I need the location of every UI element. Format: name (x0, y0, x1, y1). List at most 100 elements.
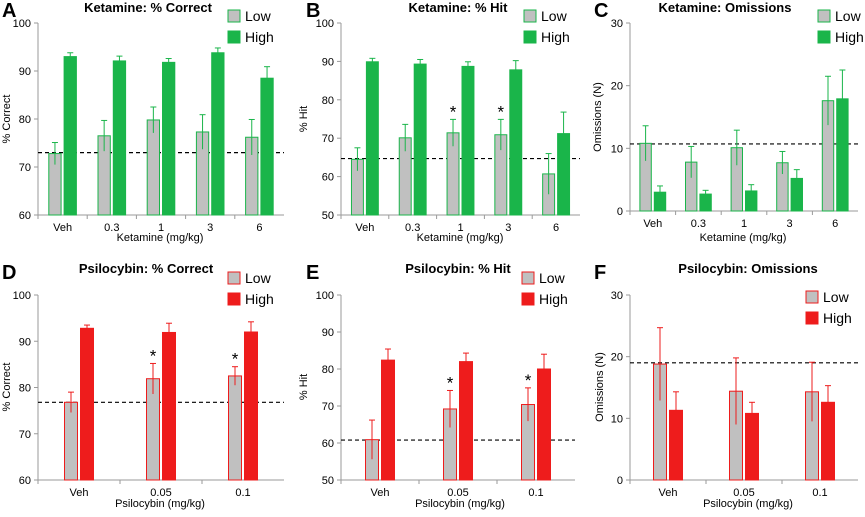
y-tick-label: 60 (322, 172, 334, 184)
legend-label-low: Low (245, 8, 272, 24)
legend-swatch-high (817, 30, 831, 44)
x-tick-label: 0.05 (733, 487, 754, 499)
panel-title: Psilocybin: % Correct (79, 261, 214, 276)
y-tick-label: 30 (611, 18, 623, 30)
x-axis-label: Ketamine (mg/kg) (417, 232, 504, 244)
bar-low (64, 401, 78, 481)
panel-f: F Psilocybin: Omissions 0 10 20 30 Omissions (… (594, 261, 858, 510)
bar-high (365, 61, 379, 216)
panel-letter: E (306, 262, 319, 284)
legend-label-low: Low (245, 270, 272, 286)
panel-letter: C (594, 0, 608, 22)
x-tick-label: 6 (553, 222, 559, 234)
significance-star: * (498, 102, 505, 121)
y-tick-label: 50 (322, 210, 334, 222)
panel-title: Psilocybin: % Hit (405, 261, 511, 276)
panel-e: E Psilocybin: % Hit 50 60 70 80 90 100 % Hit Psil… (298, 261, 575, 510)
bar-high (461, 65, 475, 216)
x-tick-label: 0.1 (528, 487, 543, 499)
y-tick-label: 100 (13, 290, 31, 302)
x-axis-label: Psilocybin (mg/kg) (703, 498, 793, 510)
bar-high (162, 61, 176, 216)
legend-swatch-high (227, 30, 241, 44)
bar-high (537, 368, 551, 481)
x-tick-label: 1 (457, 222, 463, 234)
panel-title: Ketamine: Omissions (659, 0, 792, 15)
y-tick-label: 70 (322, 401, 334, 413)
x-tick-label: 3 (505, 222, 511, 234)
y-tick-label: 70 (322, 133, 334, 145)
y-axis-label: % Hit (298, 106, 310, 132)
panel-title: Psilocybin: Omissions (678, 261, 817, 276)
y-tick-label: 0 (617, 206, 623, 218)
x-tick-label: 0.1 (812, 487, 827, 499)
bar-high (63, 56, 77, 216)
y-tick-label: 90 (322, 56, 334, 68)
bar-high (211, 52, 225, 216)
legend-label-low: Low (539, 270, 566, 286)
x-axis-label: Psilocybin (mg/kg) (415, 498, 505, 510)
x-tick-label: Veh (371, 487, 390, 499)
legend-swatch-low (523, 9, 537, 23)
x-tick-label: 6 (256, 222, 262, 234)
legend-label-high: High (245, 29, 274, 45)
x-tick-label: Veh (53, 222, 72, 234)
y-tick-label: 90 (19, 336, 31, 348)
legend-swatch-low (227, 9, 241, 23)
y-tick-label: 50 (322, 475, 334, 487)
legend-swatch-high (521, 292, 535, 306)
significance-star: * (525, 371, 532, 390)
x-tick-label: 0.3 (104, 222, 119, 234)
x-axis-label: Ketamine (mg/kg) (700, 232, 787, 244)
y-axis-label: Omissions (N) (594, 352, 606, 422)
y-axis-label: Omissions (N) (592, 82, 604, 152)
x-axis-label: Ketamine (mg/kg) (117, 232, 204, 244)
y-tick-label: 10 (611, 413, 623, 425)
y-tick-label: 60 (322, 438, 334, 450)
significance-star: * (447, 373, 454, 392)
y-axis-label: % Hit (298, 374, 310, 400)
y-tick-label: 70 (19, 162, 31, 174)
legend-label-low: Low (541, 8, 568, 24)
x-tick-label: 0.05 (150, 487, 171, 499)
x-tick-label: Veh (659, 487, 678, 499)
legend-label-high: High (823, 310, 852, 326)
panel-letter: D (2, 262, 16, 284)
legend-swatch-low (227, 271, 241, 285)
x-tick-label: 1 (158, 222, 164, 234)
y-tick-label: 80 (19, 383, 31, 395)
x-tick-label: 3 (787, 218, 793, 230)
y-tick-label: 80 (19, 114, 31, 126)
y-tick-label: 80 (322, 364, 334, 376)
panel-letter: B (306, 0, 320, 22)
panel-b: B Ketamine: % Hit 50 60 70 80 90 100 % Hit Ketami… (298, 0, 580, 244)
x-tick-label: Veh (355, 222, 374, 234)
legend-swatch-low (817, 9, 831, 23)
bar-high (260, 77, 274, 216)
significance-star: * (450, 102, 457, 121)
y-tick-label: 60 (19, 210, 31, 222)
bar-high (509, 69, 523, 216)
legend-swatch-high (805, 311, 819, 325)
legend-swatch-low (805, 290, 819, 304)
panel-letter: F (594, 262, 606, 284)
y-axis-label: % Correct (1, 363, 13, 412)
legend-label-low: Low (823, 289, 850, 305)
x-tick-label: 6 (832, 218, 838, 230)
y-tick-label: 70 (19, 429, 31, 441)
bar-high (459, 361, 473, 481)
panel-d: D Psilocybin: % Correct 60 70 80 90 100 % Corre… (1, 261, 284, 510)
x-tick-label: 0.3 (405, 222, 420, 234)
legend-swatch-high (523, 30, 537, 44)
legend-label-high: High (539, 291, 568, 307)
panel-a: A Ketamine: % Correct 60 70 80 90 100 % Correct… (1, 0, 284, 244)
x-tick-label: 0.05 (447, 487, 468, 499)
x-tick-label: 1 (741, 218, 747, 230)
panel-title: Ketamine: % Hit (409, 0, 509, 15)
bar-high (244, 331, 258, 481)
y-tick-label: 90 (322, 327, 334, 339)
y-tick-label: 20 (611, 352, 623, 364)
x-tick-label: Veh (643, 218, 662, 230)
legend-swatch-low (521, 271, 535, 285)
panel-title: Ketamine: % Correct (84, 0, 213, 15)
